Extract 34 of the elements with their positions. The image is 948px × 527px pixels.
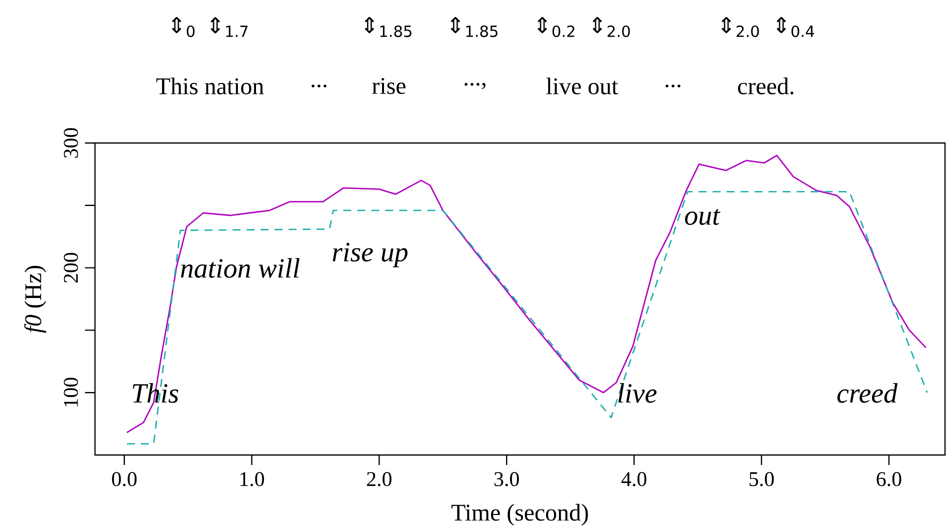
annotation: rise up — [332, 242, 408, 268]
x-tick-label: 1.0 — [240, 472, 264, 486]
y-axis-title: f0 (Hz) — [24, 266, 46, 333]
x-tick-label: 5.0 — [750, 472, 774, 486]
text: ⇕$_{2.0}$ — [592, 16, 630, 38]
x-tick-label: 3.0 — [494, 472, 519, 486]
text: creed. — [738, 78, 794, 94]
line-series — [126, 190, 928, 444]
text: ⇕$_{2.0}$ — [722, 16, 759, 38]
text: ... — [312, 84, 326, 88]
text: ⇕$_{0.4}$ — [776, 16, 814, 38]
text: ⇕$_{1.7}$ — [210, 17, 248, 37]
annotation: out — [685, 208, 720, 225]
x-tick-label: 0.0 — [112, 472, 137, 486]
x-axis-title: Time (second) — [451, 504, 588, 526]
annotation: live — [618, 383, 657, 403]
text: This nation — [156, 78, 264, 94]
text: ⇕$_{0}$ — [172, 16, 195, 38]
x-tick-label: 4.0 — [621, 472, 646, 486]
y-tick-label: 100 — [64, 378, 78, 406]
text: live out — [546, 78, 618, 94]
line-series — [126, 154, 927, 434]
x-tick-label: 2.0 — [367, 472, 392, 486]
text: ⇕$_{0.2}$ — [538, 16, 574, 38]
y-tick-label: 300 — [64, 128, 78, 158]
y-tick-label: 200 — [64, 252, 78, 283]
text: rise — [372, 78, 406, 94]
x-tick-label: 6.0 — [876, 472, 902, 486]
text: ⇕$_{1.85}$ — [450, 16, 498, 38]
annotation: nation will — [180, 258, 300, 278]
annotation: creed — [837, 383, 898, 403]
text: ⇕$_{1.85}$ — [364, 16, 412, 38]
text: ..., — [464, 82, 486, 90]
text: ... — [666, 84, 680, 88]
